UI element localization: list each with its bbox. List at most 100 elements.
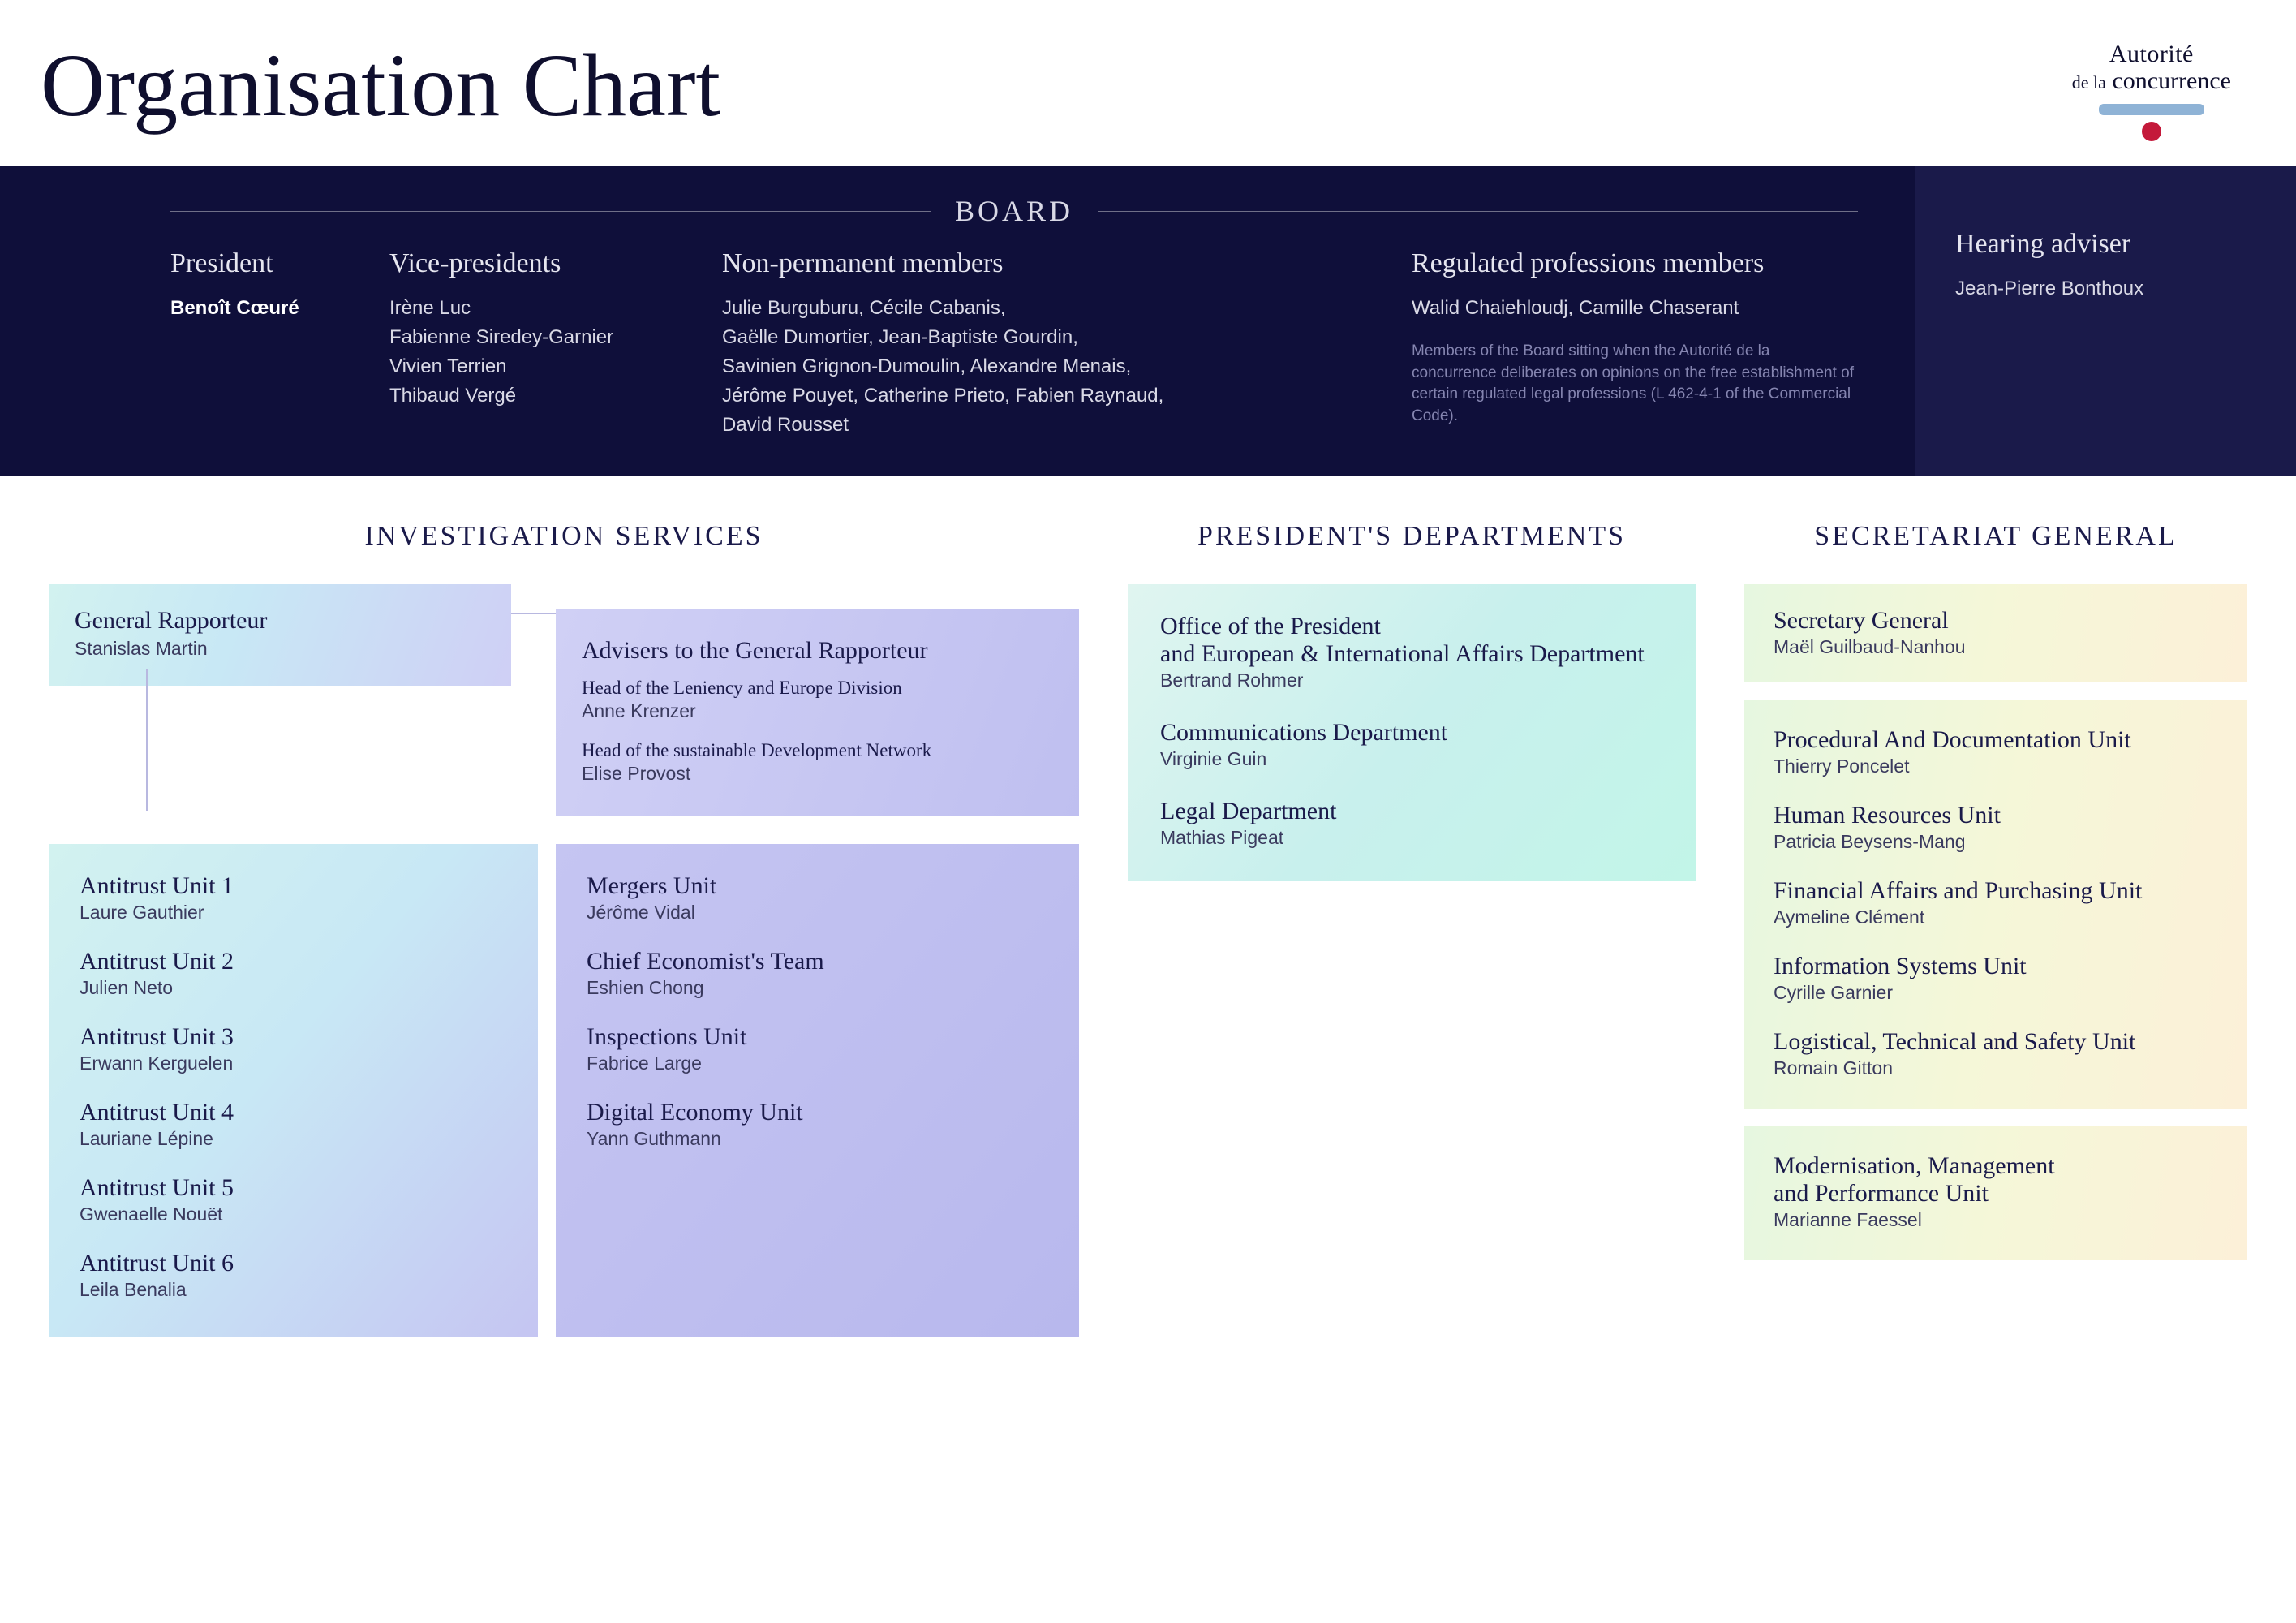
antitrust-units-card: Antitrust Unit 1Laure GauthierAntitrust … <box>49 844 538 1337</box>
unit-name: Cyrille Garnier <box>1774 982 2218 1004</box>
secretariat-unit: Procedural And Documentation UnitThierry… <box>1774 726 2218 777</box>
board-title-row: BOARD <box>170 194 1858 228</box>
divider-line <box>170 211 931 212</box>
secretary-general-card: Secretary General Maël Guilbaud-Nanhou <box>1744 584 2247 682</box>
secretariat-general: SECRETARIAT GENERAL Secretary General Ma… <box>1744 521 2247 1337</box>
connector-line <box>146 669 148 812</box>
logo-mark <box>2072 104 2231 141</box>
board-band: BOARD President Benoît Cœuré Vice-presid… <box>0 166 2296 476</box>
unit-heading: Antitrust Unit 6 <box>80 1250 507 1277</box>
board-heading: Vice-presidents <box>389 248 690 279</box>
secretariat-unit: Logistical, Technical and Safety UnitRom… <box>1774 1028 2218 1079</box>
antitrust-unit: Antitrust Unit 6Leila Benalia <box>80 1250 507 1301</box>
unit-name: Laure Gauthier <box>80 902 507 923</box>
investigation-services: INVESTIGATION SERVICES General Rapporteu… <box>49 521 1079 1337</box>
secretariat-units-card: Procedural And Documentation UnitThierry… <box>1744 700 2247 1109</box>
board-heading: President <box>170 248 357 279</box>
president-dept-block: Legal DepartmentMathias Pigeat <box>1160 798 1663 849</box>
unit-heading: Procedural And Documentation Unit <box>1774 726 2218 754</box>
logo-line1: Autorité <box>2072 41 2231 67</box>
antitrust-unit: Antitrust Unit 3Erwann Kerguelen <box>80 1023 507 1074</box>
section-title: PRESIDENT'S DEPARTMENTS <box>1128 521 1696 552</box>
board-side: Hearing adviser Jean-Pierre Bonthoux <box>1915 166 2296 476</box>
president-dept-block: Communications DepartmentVirginie Guin <box>1160 719 1663 770</box>
unit-name: Leila Benalia <box>80 1279 507 1301</box>
unit-name: Lauriane Lépine <box>80 1128 507 1150</box>
general-rapporteur-card: General Rapporteur Stanislas Martin <box>49 584 511 686</box>
board-col-regulated: Regulated professions members Walid Chai… <box>1412 248 1858 440</box>
card-name: Stanislas Martin <box>75 638 485 660</box>
adviser-role: Head of the sustainable Development Netw… <box>582 740 1053 761</box>
unit-name: Romain Gitton <box>1774 1057 2218 1079</box>
logo-dot-icon <box>2142 122 2161 141</box>
header: Organisation Chart Autorité de la concur… <box>0 0 2296 166</box>
board-main: BOARD President Benoît Cœuré Vice-presid… <box>0 166 1915 476</box>
support-unit: Chief Economist's TeamEshien Chong <box>587 948 1048 999</box>
dept-name: Mathias Pigeat <box>1160 827 1663 849</box>
board-names: Irène Luc Fabienne Siredey-Garnier Vivie… <box>389 294 690 411</box>
board-names: Benoît Cœuré <box>170 294 357 323</box>
secretariat-unit: Information Systems UnitCyrille Garnier <box>1774 953 2218 1004</box>
president-dept-block: Office of the President and European & I… <box>1160 613 1663 691</box>
dept-heading: Communications Department <box>1160 719 1663 747</box>
unit-heading: Human Resources Unit <box>1774 802 2218 829</box>
unit-heading: Antitrust Unit 1 <box>80 872 507 900</box>
card-heading: General Rapporteur <box>75 607 485 635</box>
lower-section: INVESTIGATION SERVICES General Rapporteu… <box>0 476 2296 1337</box>
inv-top-row: General Rapporteur Stanislas Martin Advi… <box>49 584 1079 816</box>
dept-name: Bertrand Rohmer <box>1160 669 1663 691</box>
unit-heading: Inspections Unit <box>587 1023 1048 1051</box>
unit-heading: Digital Economy Unit <box>587 1099 1048 1126</box>
support-unit: Mergers UnitJérôme Vidal <box>587 872 1048 923</box>
inv-bottom-row: Antitrust Unit 1Laure GauthierAntitrust … <box>49 844 1079 1337</box>
divider-line <box>1098 211 1858 212</box>
card-heading: Advisers to the General Rapporteur <box>582 637 1053 665</box>
card-name: Maël Guilbaud-Nanhou <box>1774 636 2218 658</box>
logo-line2: de la concurrence <box>2072 67 2231 94</box>
unit-name: Jérôme Vidal <box>587 902 1048 923</box>
president-depts-card: Office of the President and European & I… <box>1128 584 1696 881</box>
dept-name: Virginie Guin <box>1160 748 1663 770</box>
board-title: BOARD <box>955 194 1073 228</box>
board-columns: President Benoît Cœuré Vice-presidents I… <box>170 248 1858 440</box>
unit-heading: Chief Economist's Team <box>587 948 1048 975</box>
board-names: Julie Burguburu, Cécile Cabanis, Gaëlle … <box>722 294 1379 440</box>
connector-line <box>511 613 556 614</box>
section-title: SECRETARIAT GENERAL <box>1744 521 2247 552</box>
president-departments: PRESIDENT'S DEPARTMENTS Office of the Pr… <box>1128 521 1696 1337</box>
unit-heading: Financial Affairs and Purchasing Unit <box>1774 877 2218 905</box>
board-heading: Regulated professions members <box>1412 248 1858 279</box>
unit-name: Patricia Beysens-Mang <box>1774 831 2218 853</box>
page-title: Organisation Chart <box>41 41 720 130</box>
unit-name: Erwann Kerguelen <box>80 1053 507 1074</box>
board-names: Walid Chaiehloudj, Camille Chaserant <box>1412 294 1858 323</box>
logo: Autorité de la concurrence <box>2072 41 2231 141</box>
board-names: Jean-Pierre Bonthoux <box>1955 274 2255 304</box>
unit-name: Eshien Chong <box>587 977 1048 999</box>
unit-name: Aymeline Clément <box>1774 906 2218 928</box>
antitrust-unit: Antitrust Unit 2Julien Neto <box>80 948 507 999</box>
unit-name: Fabrice Large <box>587 1053 1048 1074</box>
unit-heading: Mergers Unit <box>587 872 1048 900</box>
logo-bar-icon <box>2099 104 2204 115</box>
secretariat-unit: Human Resources UnitPatricia Beysens-Man… <box>1774 802 2218 853</box>
adviser-name: Anne Krenzer <box>582 700 1053 722</box>
unit-heading: Antitrust Unit 4 <box>80 1099 507 1126</box>
board-heading: Non-permanent members <box>722 248 1379 279</box>
section-title: INVESTIGATION SERVICES <box>49 521 1079 552</box>
board-col-president: President Benoît Cœuré <box>170 248 357 440</box>
advisers-card: Advisers to the General Rapporteur Head … <box>556 609 1079 816</box>
support-units-card: Mergers UnitJérôme Vidal Chief Economist'… <box>556 844 1079 1337</box>
unit-name: Julien Neto <box>80 977 507 999</box>
modernisation-unit-card: Modernisation, Management and Performanc… <box>1744 1126 2247 1260</box>
board-col-vp: Vice-presidents Irène Luc Fabienne Sired… <box>389 248 690 440</box>
unit-heading: Logistical, Technical and Safety Unit <box>1774 1028 2218 1056</box>
adviser-role: Head of the Leniency and Europe Division <box>582 678 1053 699</box>
card-heading: Modernisation, Management and Performanc… <box>1774 1152 2218 1208</box>
adviser-name: Elise Provost <box>582 763 1053 785</box>
antitrust-unit: Antitrust Unit 1Laure Gauthier <box>80 872 507 923</box>
dept-heading: Office of the President and European & I… <box>1160 613 1663 668</box>
unit-name: Gwenaelle Nouët <box>80 1203 507 1225</box>
board-col-nonperm: Non-permanent members Julie Burguburu, C… <box>722 248 1379 440</box>
board-heading: Hearing adviser <box>1955 229 2255 260</box>
